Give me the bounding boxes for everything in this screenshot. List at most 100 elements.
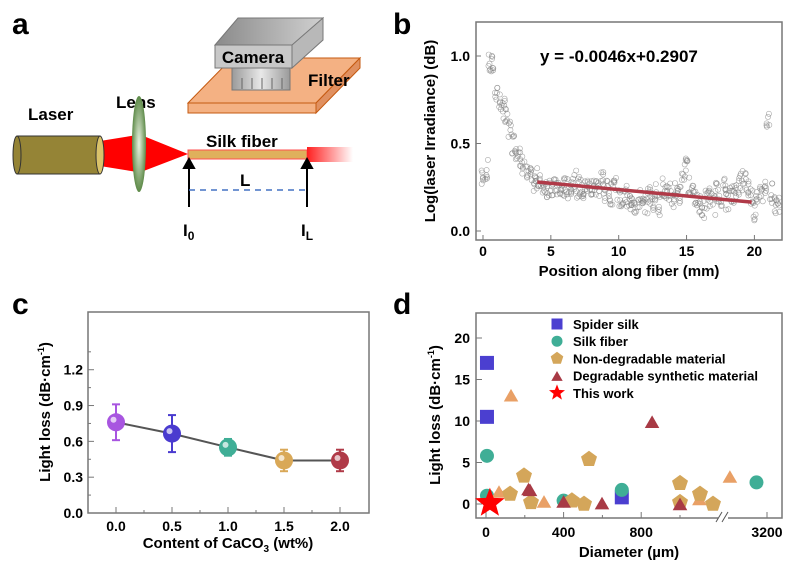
fit-equation: y = -0.0046x+0.2907 <box>540 47 698 66</box>
data-point <box>733 185 739 191</box>
data-point <box>715 186 721 193</box>
legend-label: Silk fiber <box>573 334 628 349</box>
data-point <box>631 199 638 206</box>
data-point <box>502 105 509 112</box>
plot-frame <box>87 311 370 514</box>
laser-label: Laser <box>28 105 74 124</box>
data-point <box>504 117 510 124</box>
data-point <box>686 174 693 181</box>
data-point <box>725 192 731 199</box>
axis-break-gap <box>718 512 728 522</box>
data-point <box>613 174 619 181</box>
legend-marker <box>551 318 563 330</box>
data-point <box>634 204 641 211</box>
y-tick-label: 0.6 <box>64 433 84 449</box>
y-tick-label: 0.3 <box>64 469 84 485</box>
data-point <box>490 65 497 72</box>
legend-marker <box>549 384 565 400</box>
data-point <box>692 188 699 195</box>
axis-break-mark <box>721 511 729 523</box>
data-point <box>731 188 738 195</box>
data-point <box>763 187 769 194</box>
data-point <box>706 185 713 192</box>
data-point <box>623 182 630 189</box>
data-point <box>745 192 752 199</box>
panel-label-b: b <box>393 8 411 41</box>
data-point <box>577 189 583 196</box>
legend-label: Spider silk <box>573 317 640 332</box>
data-point <box>650 203 657 210</box>
data-point <box>600 169 607 176</box>
data-point <box>573 167 580 174</box>
i0-label: I0 <box>183 221 195 243</box>
data-point <box>747 186 754 192</box>
data-point <box>681 176 687 183</box>
data-point <box>580 195 587 202</box>
x-axis-label: Content of CaCO3 (wt%) <box>143 535 314 555</box>
data-point <box>632 210 638 216</box>
panel-a-schematic: a Camera Filter Laser Lens Silk fiber <box>12 8 362 243</box>
data-point <box>695 199 701 206</box>
data-point-triangle <box>556 495 571 508</box>
data-point <box>603 177 610 184</box>
legend-marker <box>551 335 563 347</box>
fiber-label: Silk fiber <box>206 132 278 151</box>
data-point <box>662 184 669 190</box>
data-point <box>492 93 499 100</box>
y-tick-label: 0.5 <box>451 136 471 152</box>
data-point-triangle <box>503 388 519 402</box>
data-point <box>512 156 519 163</box>
y-tick-label: 5 <box>462 455 470 471</box>
data-point <box>484 156 491 163</box>
y-axis-label: Light loss (dB·cm-1) <box>36 342 54 482</box>
data-point <box>565 195 571 202</box>
data-point-pentagon <box>523 493 539 510</box>
x-tick-label: 2.0 <box>330 518 350 534</box>
y-axis-label: Log(laser Irradiance) (dB) <box>422 40 439 223</box>
data-point-circle <box>749 475 764 490</box>
data-point <box>773 197 780 203</box>
data-point <box>574 194 580 201</box>
scatter-points <box>478 51 783 224</box>
data-point <box>275 451 293 470</box>
data-point <box>647 200 654 207</box>
data-point <box>528 168 534 175</box>
data-point <box>614 196 621 203</box>
x-axis-label: Position along fiber (mm) <box>539 263 720 280</box>
panel-c-chart: c Content of CaCO3 (wt%) Light loss (dB·… <box>12 288 370 555</box>
data-point <box>765 114 771 120</box>
data-point-highlight <box>278 454 285 461</box>
data-point <box>655 209 662 216</box>
data-point <box>502 118 509 125</box>
input-beam <box>100 135 137 172</box>
legend-marker <box>550 351 564 364</box>
data-point <box>507 118 513 125</box>
data-point <box>163 424 181 443</box>
data-point <box>537 172 543 179</box>
data-point <box>768 192 775 199</box>
data-point <box>598 169 605 176</box>
data-point <box>718 203 724 209</box>
data-point <box>503 106 509 113</box>
length-label: L <box>240 171 250 190</box>
panel-label-d: d <box>393 288 411 321</box>
data-point <box>701 215 708 221</box>
data-point <box>479 169 486 176</box>
x-tick-label: 0.0 <box>106 518 126 534</box>
data-point <box>678 170 685 177</box>
data-point-pentagon <box>672 474 688 490</box>
y-tick-label: 0.0 <box>64 505 84 521</box>
data-point-triangle <box>594 496 610 510</box>
data-point <box>568 191 575 197</box>
data-point <box>549 192 556 198</box>
data-point <box>771 195 778 202</box>
data-point-highlight <box>166 428 173 435</box>
panel-d-chart: d Diameter (µm) Light loss (dB·cm-1) 0 40… <box>393 288 783 561</box>
data-point <box>745 180 752 187</box>
intensity-arrows <box>182 156 314 207</box>
x-tick-label: 1.0 <box>218 518 238 534</box>
data-point <box>644 210 651 217</box>
x-tick-label: 0 <box>479 243 487 259</box>
data-point <box>688 184 695 191</box>
